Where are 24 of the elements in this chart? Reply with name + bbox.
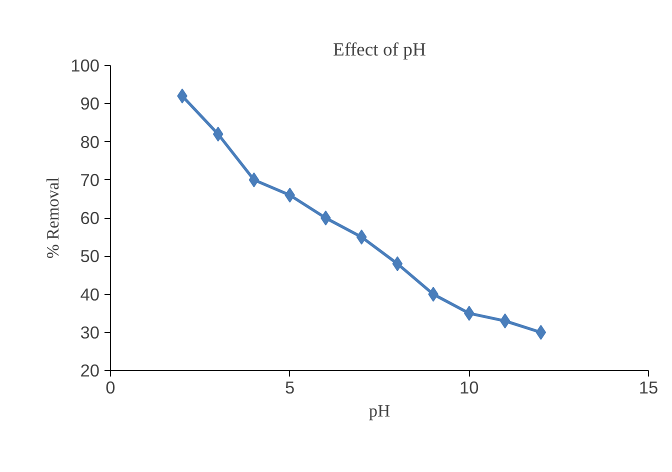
y-tick-label: 40 [80,284,100,304]
y-axis-title: % Removal [44,177,63,259]
y-tick-label: 60 [80,208,100,228]
x-tick-label: 5 [285,378,295,398]
y-tick-label: 20 [80,360,100,380]
y-tick-label: 100 [70,56,100,76]
point [392,256,403,272]
y-tick-label: 50 [80,246,100,266]
y-tick-label: 90 [80,94,100,114]
y-tick-label: 80 [80,132,100,152]
x-tick-label: 10 [460,378,479,398]
point [212,126,224,142]
y-tick-label: 30 [80,322,100,342]
point [320,210,331,226]
x-tick-label: 15 [638,378,658,398]
x-axis-title: pH [368,402,390,420]
point [356,230,367,245]
x-tick-label: 0 [106,378,116,398]
point [248,172,260,188]
chart-title: Effect of pH [333,40,426,60]
point [177,88,188,104]
point [500,313,510,328]
point [536,324,546,340]
y-tick-label: 70 [80,170,100,190]
